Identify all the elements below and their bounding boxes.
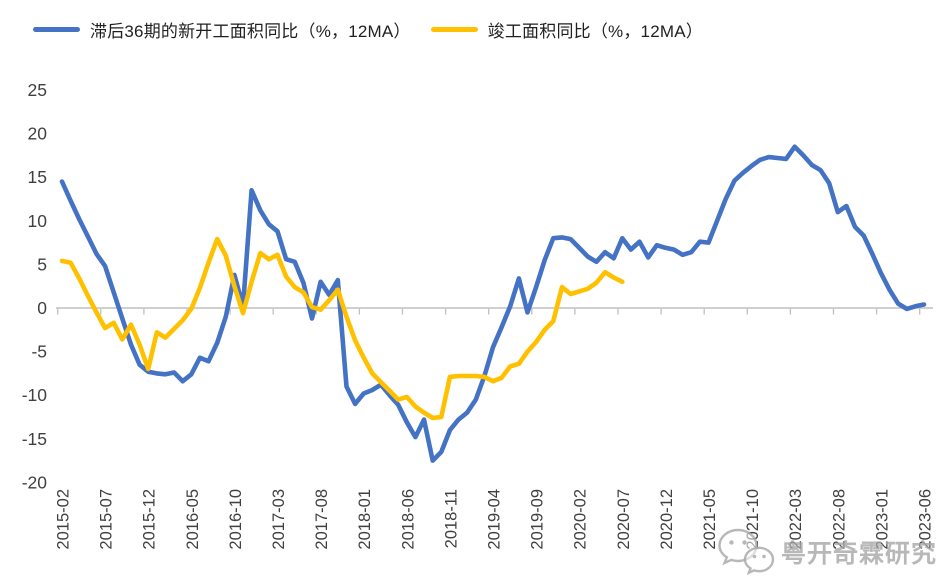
x-axis-label: 2017-08: [313, 489, 331, 550]
y-axis-label: -5: [31, 342, 47, 362]
y-axis-label: 10: [28, 211, 48, 231]
x-axis-label: 2018-01: [356, 489, 374, 550]
y-axis-label: 20: [28, 124, 48, 144]
x-axis-label: 2015-02: [55, 489, 73, 550]
legend-swatch-blue: [33, 27, 80, 32]
x-axis-label: 2022-03: [787, 489, 805, 550]
x-axis-label: 2021-10: [744, 489, 762, 550]
legend-label-completions: 竣工面积同比（%，12MA）: [487, 22, 703, 41]
x-axis-label: 2016-10: [227, 489, 245, 550]
legend-item-lagged-new-starts: 滞后36期的新开工面积同比（%，12MA）: [33, 17, 411, 42]
x-axis-label: 2022-08: [830, 489, 848, 550]
x-axis-label: 2019-09: [529, 489, 547, 550]
legend-swatch-yellow: [430, 27, 478, 32]
x-axis-label: 2020-12: [658, 489, 676, 550]
series-line-completions: [59, 236, 625, 421]
x-axis-label: 2018-06: [399, 489, 417, 550]
chart-legend: 滞后36期的新开工面积同比（%，12MA） 竣工面积同比（%，12MA）: [33, 17, 703, 42]
x-axis-label: 2019-04: [486, 489, 504, 550]
x-axis-label: 2015-12: [141, 489, 159, 550]
x-axis-label: 2020-07: [615, 489, 633, 550]
x-axis-label: 2018-11: [442, 489, 460, 548]
legend-label-lagged-new-starts: 滞后36期的新开工面积同比（%，12MA）: [90, 22, 411, 41]
x-axis-label: 2015-07: [98, 489, 116, 550]
x-axis-label: 2023-06: [917, 489, 935, 550]
y-axis-label: -15: [22, 429, 47, 449]
y-axis-label: 15: [28, 167, 47, 187]
x-axis-label: 2016-05: [184, 489, 202, 550]
y-axis-label: -10: [22, 385, 48, 405]
legend-item-completions: 竣工面积同比（%，12MA）: [430, 17, 703, 42]
y-axis-label: 0: [37, 298, 47, 318]
series-line-lagged-new-starts: [59, 144, 927, 463]
x-axis-label: 2023-01: [873, 489, 891, 550]
y-axis-label: 25: [28, 80, 47, 100]
y-axis-label: 5: [37, 254, 47, 274]
x-axis-label: 2021-05: [701, 489, 719, 550]
x-axis-label: 2017-03: [270, 489, 288, 550]
x-axis-label: 2020-02: [572, 489, 590, 550]
y-axis-label: -20: [22, 472, 48, 492]
